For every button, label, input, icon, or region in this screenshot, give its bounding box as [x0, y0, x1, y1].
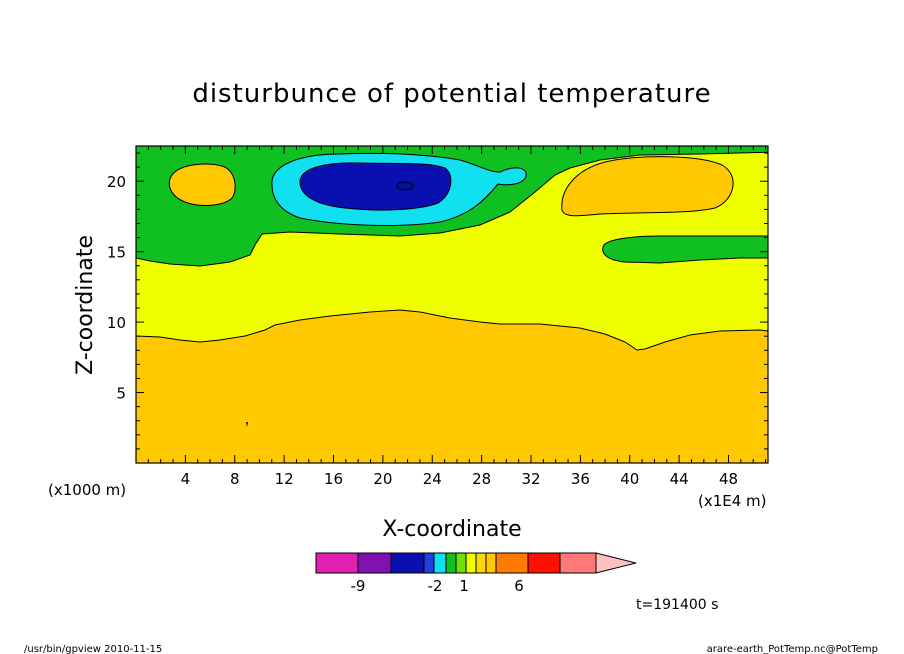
footer-left: /usr/bin/gpview 2010-11-15 — [24, 644, 162, 654]
colorbar-segment — [315, 552, 359, 574]
colorbar-segment — [390, 552, 425, 574]
colorbar-segment — [485, 552, 497, 574]
x-tick-label: 8 — [230, 470, 240, 488]
colorbar-segment — [433, 552, 447, 574]
colorbar-segment — [445, 552, 457, 574]
colorbar-segment — [455, 552, 467, 574]
colorbar-segment — [559, 552, 597, 574]
colorbar-segment — [475, 552, 487, 574]
time-label: t=191400 s — [636, 597, 718, 613]
contour-region-orange-right — [561, 156, 734, 217]
x-tick-label: 36 — [571, 470, 590, 488]
colorbar-segment — [423, 552, 435, 574]
contour-region-green-right — [602, 235, 768, 264]
contour-speck — [246, 422, 248, 427]
colorbar-label: -2 — [428, 577, 443, 595]
x-tick-label: 44 — [670, 470, 689, 488]
colorbar-segment — [465, 552, 477, 574]
y-axis-label: Z-coordinate — [73, 235, 98, 375]
contour-region-core — [396, 181, 414, 191]
x-unit-right: (x1E4 m) — [698, 492, 767, 510]
x-unit-left: (x1000 m) — [48, 481, 126, 499]
colorbar-label: 1 — [459, 577, 469, 595]
colorbar-labels: -9 -2 1 6 — [351, 577, 524, 595]
y-tick-label: 20 — [107, 173, 126, 191]
x-tick-label: 4 — [181, 470, 191, 488]
colorbar-segment — [527, 552, 561, 574]
x-tick-label: 24 — [423, 470, 442, 488]
colorbar-label: -9 — [351, 577, 366, 595]
footer-right: arare-earth_PotTemp.nc@PotTemp — [707, 644, 878, 654]
colorbar-segment — [495, 552, 529, 574]
x-tick-label: 48 — [719, 470, 738, 488]
contour-region-orange-left — [168, 163, 236, 206]
x-tick-label: 12 — [275, 470, 294, 488]
colorbar — [315, 552, 637, 574]
x-tick-label: 40 — [620, 470, 639, 488]
contour-field — [136, 146, 768, 463]
y-tick-labels: 5 10 15 20 — [107, 173, 126, 402]
colorbar-label: 6 — [514, 577, 524, 595]
x-tick-labels: 4 8 12 16 20 24 28 32 36 40 44 48 — [181, 470, 738, 488]
x-tick-label: 20 — [373, 470, 392, 488]
axis-ticks — [136, 146, 768, 463]
x-tick-label: 32 — [521, 470, 540, 488]
x-axis-label: X-coordinate — [382, 517, 521, 542]
colorbar-segment — [357, 552, 392, 574]
y-tick-label: 5 — [116, 385, 126, 403]
x-tick-label: 28 — [472, 470, 491, 488]
y-tick-label: 10 — [107, 314, 126, 332]
colorbar-extend-arrow — [595, 552, 637, 574]
plot-frame — [135, 145, 769, 464]
y-tick-label: 15 — [107, 244, 126, 262]
contour-region-blue — [299, 162, 452, 211]
x-tick-label: 16 — [324, 470, 343, 488]
chart-title: disturbunce of potential temperature — [192, 79, 711, 109]
